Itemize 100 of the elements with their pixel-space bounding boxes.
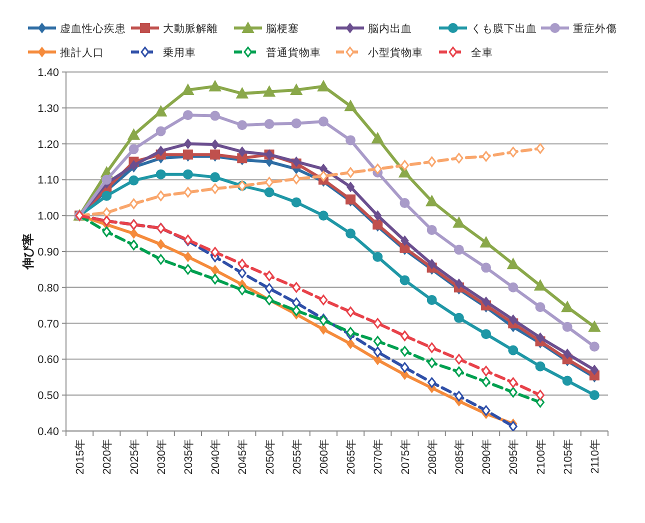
point xyxy=(317,80,330,92)
point xyxy=(128,144,139,154)
point xyxy=(237,120,248,130)
point xyxy=(319,170,328,182)
point xyxy=(372,252,383,262)
point xyxy=(210,274,220,284)
point xyxy=(130,198,138,210)
point xyxy=(482,151,490,162)
point xyxy=(509,314,518,325)
point xyxy=(264,187,274,198)
point xyxy=(561,301,574,312)
point xyxy=(291,197,302,208)
point xyxy=(452,216,465,228)
legend-label: 乗用車 xyxy=(163,46,196,59)
point xyxy=(426,224,437,235)
point xyxy=(182,84,194,95)
point xyxy=(373,318,382,329)
point xyxy=(534,280,546,291)
point xyxy=(346,327,355,338)
point xyxy=(454,366,464,378)
point xyxy=(400,160,409,171)
point xyxy=(238,146,246,157)
point xyxy=(292,305,301,316)
point xyxy=(454,354,464,364)
point xyxy=(428,259,436,270)
point xyxy=(480,236,492,248)
point xyxy=(454,390,464,402)
point xyxy=(292,282,301,293)
x-tick-label: 2035年 xyxy=(182,439,195,474)
x-tick-label: 2030年 xyxy=(156,439,168,474)
x-tick-label: 2020年 xyxy=(102,439,114,474)
point xyxy=(426,195,438,206)
y-tick-label: 1.10 xyxy=(38,174,59,187)
point xyxy=(238,284,246,296)
point xyxy=(102,174,112,185)
point xyxy=(184,187,192,198)
point xyxy=(346,306,355,318)
legend-label: 大動脈解離 xyxy=(163,22,218,35)
point xyxy=(184,138,192,149)
point xyxy=(400,346,409,357)
point xyxy=(589,342,600,352)
point xyxy=(428,358,436,368)
point xyxy=(346,135,356,146)
point xyxy=(319,294,328,306)
point xyxy=(372,132,384,144)
point xyxy=(154,105,167,116)
x-tick-label: 2050年 xyxy=(264,439,276,474)
point xyxy=(210,183,220,194)
x-tick-label: 2070年 xyxy=(372,439,385,474)
point xyxy=(535,361,546,372)
x-tick-label: 2080年 xyxy=(426,439,439,474)
point xyxy=(400,275,410,286)
point xyxy=(428,342,436,353)
point xyxy=(156,169,166,180)
y-axis-title: 伸び率 xyxy=(21,234,35,270)
point xyxy=(290,84,302,95)
point xyxy=(374,354,382,365)
point xyxy=(508,421,518,431)
point xyxy=(319,324,328,334)
legend-label: 脳梗塞 xyxy=(266,22,299,35)
point xyxy=(211,265,220,276)
point xyxy=(238,258,246,270)
point xyxy=(536,390,544,400)
point xyxy=(265,283,274,294)
y-tick-label: 0.60 xyxy=(38,354,59,366)
point xyxy=(209,80,222,92)
point xyxy=(590,364,598,375)
point xyxy=(130,240,138,250)
point xyxy=(210,172,220,182)
point xyxy=(346,338,355,349)
point xyxy=(454,312,464,323)
x-tick-label: 2100年 xyxy=(535,439,548,474)
x-tick-label: 2025年 xyxy=(128,439,141,474)
point xyxy=(482,366,490,376)
point xyxy=(291,118,302,128)
point xyxy=(507,258,520,270)
point xyxy=(344,100,357,112)
point xyxy=(428,156,436,167)
point xyxy=(156,190,166,202)
point xyxy=(400,362,409,373)
point xyxy=(102,226,111,238)
point xyxy=(508,282,518,292)
point xyxy=(318,116,328,127)
point xyxy=(156,126,166,136)
point xyxy=(346,194,356,204)
y-tick-label: 1.40 xyxy=(38,67,59,79)
point xyxy=(210,110,220,121)
legend-label: 推計人口 xyxy=(60,46,104,59)
legend-label: くも膜下出血 xyxy=(471,22,537,35)
point xyxy=(236,88,248,99)
point xyxy=(373,336,382,346)
point xyxy=(130,228,138,239)
point xyxy=(102,190,112,201)
point xyxy=(588,320,600,332)
x-tick-label: 2055年 xyxy=(291,439,304,474)
y-tick-label: 0.80 xyxy=(38,282,59,294)
x-tick-label: 2045年 xyxy=(237,439,250,474)
point xyxy=(508,146,518,158)
point xyxy=(454,278,463,289)
point xyxy=(211,140,220,150)
